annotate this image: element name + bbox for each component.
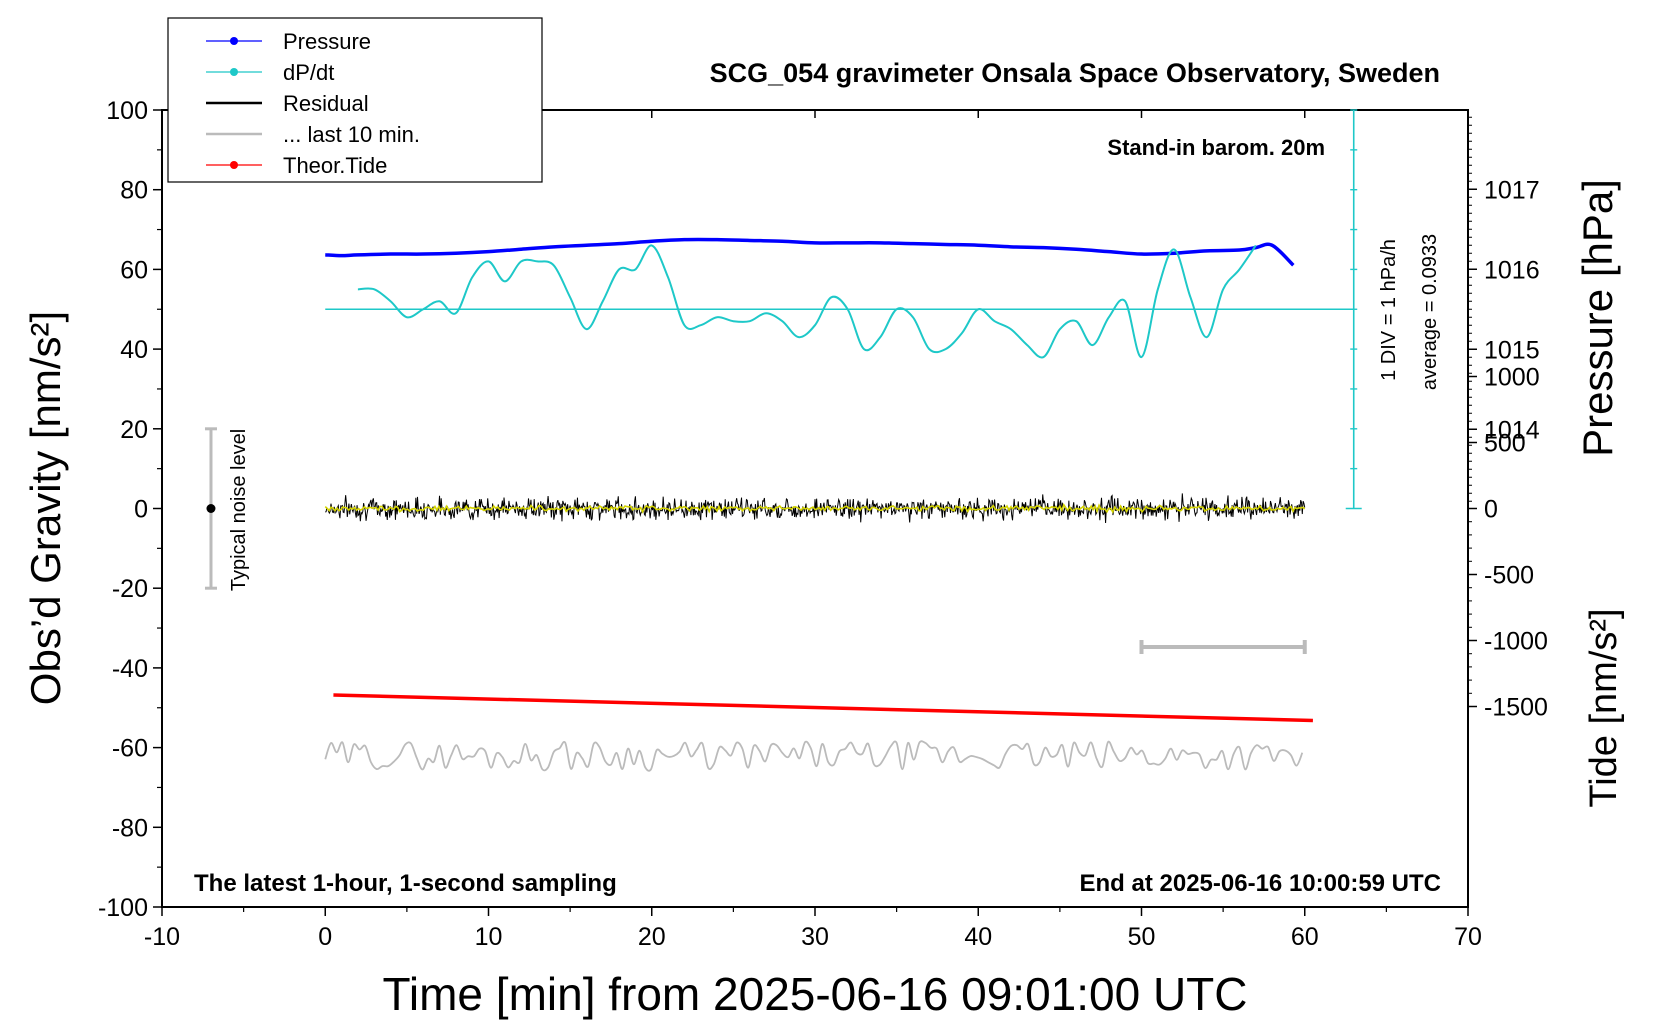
- bottom-right-note: End at 2025-06-16 10:00:59 UTC: [1080, 870, 1442, 897]
- tide-axis-ticks: 1000 500 0 -500 -1000 -1500: [1468, 364, 1548, 722]
- legend-box: [167, 17, 543, 183]
- pressure-tick-label: 1016: [1484, 256, 1540, 284]
- last-10-min-range-bar: [1139, 640, 1307, 654]
- x-tick-label: 10: [475, 923, 503, 951]
- y-tick-label: -80: [112, 814, 148, 842]
- x-axis-label: Time [min] from 2025-06-16 09:01:00 UTC: [383, 968, 1248, 1020]
- pressure-tick-label: 1017: [1484, 176, 1540, 204]
- tide-line: [333, 693, 1313, 723]
- last-10-min-line: [324, 740, 1304, 772]
- x-tick-label: 50: [1128, 923, 1156, 951]
- tide-tick-label: -1500: [1484, 694, 1548, 722]
- tide-axis-label: Tide [nm/s²]: [1583, 608, 1625, 807]
- tide-tick-label: -500: [1484, 562, 1534, 590]
- x-tick-label: 30: [801, 923, 829, 951]
- div-label: 1 DIV = 1 hPa/h: [1378, 239, 1400, 381]
- pressure-tick-label: 1015: [1484, 336, 1540, 364]
- x-tick-label: 0: [318, 923, 332, 951]
- legend-marker: [230, 37, 238, 45]
- x-tick-label: 20: [638, 923, 666, 951]
- left-axis-label: Obs’d Gravity [nm/s²]: [22, 311, 69, 705]
- x-tick-label: 60: [1291, 923, 1319, 951]
- noise-bar-dot: [206, 504, 216, 513]
- pressure-tick-label: 1014: [1484, 416, 1540, 444]
- legend-label: ... last 10 min.: [283, 122, 420, 147]
- y-tick-label: 0: [134, 496, 148, 524]
- y-tick-label: 20: [120, 416, 148, 444]
- chart-title: SCG_054 gravimeter Onsala Space Observat…: [710, 58, 1440, 88]
- y-tick-label: -20: [112, 575, 148, 603]
- noise-level-bar: [204, 427, 217, 590]
- pressure-line: [325, 237, 1295, 267]
- tide-tick-label: 500: [1484, 430, 1526, 458]
- tide-tick-label: -1000: [1484, 628, 1548, 656]
- legend-label: dP/dt: [283, 60, 334, 85]
- y-tick-label: 80: [120, 177, 148, 205]
- legend: Pressure dP/dt Residual ... last 10 min. The…: [167, 17, 543, 183]
- x-axis-ticks: -10 0 10 20 30 40 50 60 70: [144, 110, 1482, 951]
- noise-label: Typical noise level: [228, 429, 250, 591]
- average-label: average = 0.0933: [1419, 234, 1441, 390]
- legend-marker: [230, 68, 238, 76]
- legend-label: Theor.Tide: [283, 153, 387, 178]
- residual-smoothed-line: [324, 503, 1306, 514]
- y-tick-label: -100: [98, 894, 148, 922]
- legend-marker: [230, 161, 238, 169]
- x-tick-label: 70: [1454, 923, 1482, 951]
- y-tick-label: 40: [120, 336, 148, 364]
- legend-label: Pressure: [283, 29, 371, 54]
- x-tick-label: 40: [964, 923, 992, 951]
- series-group: [324, 237, 1354, 772]
- barometer-label: Stand-in barom. 20m: [1107, 135, 1325, 160]
- dpdt-scale-bar: [1345, 109, 1362, 510]
- tide-tick-label: 0: [1484, 496, 1498, 524]
- residual-line: [325, 493, 1306, 524]
- bottom-left-note: The latest 1-hour, 1-second sampling: [194, 870, 617, 897]
- left-axis-ticks: 100 80 60 40 20 0 -20 -40 -60 -80 -100: [98, 97, 162, 922]
- y-tick-label: -40: [112, 655, 148, 683]
- y-tick-label: 60: [120, 256, 148, 284]
- y-tick-label: 100: [106, 97, 148, 125]
- y-tick-label: -60: [112, 735, 148, 763]
- legend-label: Residual: [283, 91, 369, 116]
- pressure-axis-ticks: 1017 1016 1015 1014: [1468, 116, 1540, 502]
- dpdt-line: [357, 244, 1257, 359]
- pressure-axis-label: Pressure [hPa]: [1574, 179, 1621, 457]
- tide-tick-label: 1000: [1484, 364, 1540, 392]
- x-tick-label: -10: [144, 923, 180, 951]
